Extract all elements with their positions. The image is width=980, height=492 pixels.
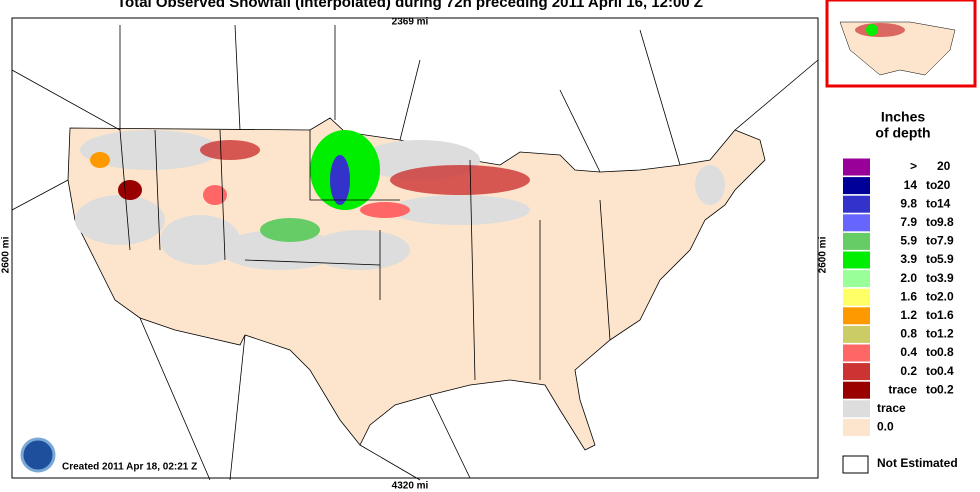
- legend-swatch: [843, 363, 870, 381]
- legend-sep: to: [926, 308, 937, 322]
- legend-high: 3.9: [937, 271, 954, 285]
- legend-sep: to: [926, 252, 937, 266]
- legend-swatch: [843, 381, 870, 399]
- legend-low: 2.0: [900, 271, 917, 285]
- legend-swatch: [843, 325, 870, 343]
- legend-high: 0.4: [937, 364, 954, 378]
- legend-high: 0.8: [937, 345, 954, 359]
- legend-low: trace: [888, 382, 917, 396]
- noaa-logo: [20, 437, 56, 473]
- borders: [11, 24, 819, 481]
- legend-high: 14: [937, 196, 951, 210]
- legend-sep: to: [926, 382, 937, 396]
- legend-high: 20: [937, 178, 951, 192]
- legend-high: 0.2: [937, 382, 954, 396]
- legend-low: 9.8: [900, 196, 917, 210]
- legend-low: trace: [877, 401, 906, 415]
- legend-sep: to: [926, 364, 937, 378]
- legend-high: 5.9: [937, 252, 954, 266]
- legend-swatch: [843, 214, 870, 232]
- legend-high: 2.0: [937, 289, 954, 303]
- legend-high: 1.2: [937, 327, 954, 341]
- legend-sep: to: [926, 327, 937, 341]
- legend-low: 5.9: [900, 234, 917, 248]
- legend-sep: to: [926, 196, 937, 210]
- legend-low: 0.4: [900, 345, 917, 359]
- map-title: Total Observed Snowfall (Interpolated) d…: [117, 0, 703, 11]
- scale-left: 2600 mi: [1, 236, 12, 273]
- state-lines: [119, 129, 611, 381]
- legend-low: 3.9: [900, 252, 917, 266]
- legend-low: 7.9: [900, 215, 917, 229]
- inset-map: [825, 0, 977, 88]
- legend-sep: to: [926, 271, 937, 285]
- not-estimated-swatch: [842, 455, 869, 474]
- scale-right: 2600 mi: [818, 236, 829, 273]
- legend-low: 1.6: [900, 289, 917, 303]
- legend-sep: to: [926, 345, 937, 359]
- legend-sep: to: [926, 215, 937, 229]
- legend-low: 0.0: [877, 420, 894, 434]
- legend-low: 0.2: [900, 364, 917, 378]
- legend-swatch: [843, 195, 870, 213]
- legend-high: 7.9: [937, 234, 954, 248]
- legend-high: 1.6: [937, 308, 954, 322]
- legend-swatch: [843, 177, 870, 195]
- legend-swatch: [843, 158, 870, 176]
- legend-sep: to: [926, 234, 937, 248]
- legend-swatch: [843, 344, 870, 362]
- legend-high: 9.8: [937, 215, 954, 229]
- legend-swatch: [843, 307, 870, 325]
- legend-low: 0.8: [900, 327, 917, 341]
- legend-swatch: [843, 270, 870, 288]
- legend-swatch: [843, 232, 870, 250]
- legend-high: 20: [937, 159, 951, 173]
- snow-areas: [90, 130, 530, 242]
- legend-title: of depth: [875, 125, 930, 141]
- map: Created 2011 Apr 18, 02:21 Z: [11, 17, 819, 481]
- legend-sep: to: [926, 178, 937, 192]
- legend-swatch: [843, 288, 870, 306]
- legend-low: 14: [904, 178, 918, 192]
- legend-low: 1.2: [900, 308, 917, 322]
- legend-swatch: [843, 400, 870, 418]
- legend-title: Inches: [881, 109, 926, 125]
- created-note: Created 2011 Apr 18, 02:21 Z: [62, 462, 197, 473]
- scale-bottom: 4320 mi: [392, 481, 429, 492]
- legend-sep: to: [926, 289, 937, 303]
- scale-top: 2369 mi: [392, 17, 429, 28]
- not-estimated-label: Not Estimated: [877, 456, 958, 470]
- legend-swatch: [843, 418, 870, 436]
- legend-low: >: [910, 159, 917, 173]
- legend-swatch: [843, 251, 870, 269]
